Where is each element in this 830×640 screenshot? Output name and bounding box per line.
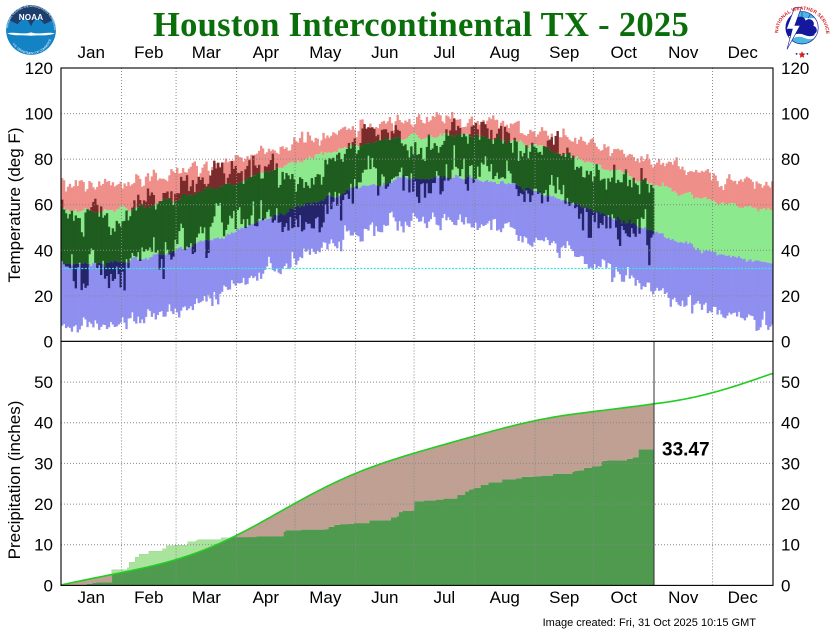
- svg-text:33.47: 33.47: [662, 439, 710, 460]
- svg-text:120: 120: [25, 59, 53, 78]
- svg-text:10: 10: [34, 536, 53, 555]
- svg-text:100: 100: [25, 105, 53, 124]
- svg-text:40: 40: [34, 414, 53, 433]
- svg-text:80: 80: [34, 150, 53, 169]
- svg-text:30: 30: [781, 454, 800, 473]
- svg-text:0: 0: [44, 332, 53, 351]
- svg-text:20: 20: [34, 287, 53, 306]
- svg-text:20: 20: [34, 495, 53, 514]
- svg-text:Sep: Sep: [549, 43, 579, 62]
- svg-text:Jul: Jul: [433, 588, 455, 607]
- svg-text:Dec: Dec: [728, 43, 759, 62]
- svg-text:Jan: Jan: [78, 588, 105, 607]
- svg-text:Feb: Feb: [134, 588, 163, 607]
- svg-text:0: 0: [44, 576, 53, 595]
- svg-text:50: 50: [781, 373, 800, 392]
- svg-text:Sep: Sep: [549, 588, 579, 607]
- svg-text:Aug: Aug: [490, 43, 520, 62]
- svg-text:80: 80: [781, 150, 800, 169]
- svg-text:60: 60: [781, 196, 800, 215]
- svg-text:May: May: [309, 588, 342, 607]
- svg-text:20: 20: [781, 287, 800, 306]
- svg-text:Oct: Oct: [611, 43, 638, 62]
- svg-text:40: 40: [781, 241, 800, 260]
- svg-text:40: 40: [781, 414, 800, 433]
- svg-text:Mar: Mar: [192, 588, 222, 607]
- svg-text:Oct: Oct: [611, 588, 638, 607]
- svg-text:0: 0: [781, 332, 790, 351]
- svg-text:Jun: Jun: [371, 588, 398, 607]
- svg-text:Feb: Feb: [134, 43, 163, 62]
- svg-text:Mar: Mar: [192, 43, 222, 62]
- svg-text:Dec: Dec: [728, 588, 759, 607]
- svg-text:Nov: Nov: [668, 43, 699, 62]
- svg-text:40: 40: [34, 241, 53, 260]
- svg-text:May: May: [309, 43, 342, 62]
- svg-text:120: 120: [781, 59, 809, 78]
- svg-text:0: 0: [781, 576, 790, 595]
- svg-text:Aug: Aug: [490, 588, 520, 607]
- svg-text:Apr: Apr: [253, 588, 280, 607]
- svg-text:50: 50: [34, 373, 53, 392]
- svg-text:Jul: Jul: [433, 43, 455, 62]
- svg-text:20: 20: [781, 495, 800, 514]
- svg-text:Precipitation (inches): Precipitation (inches): [5, 401, 24, 560]
- svg-text:30: 30: [34, 454, 53, 473]
- svg-text:Jun: Jun: [371, 43, 398, 62]
- svg-text:100: 100: [781, 105, 809, 124]
- svg-text:NOAA: NOAA: [19, 13, 44, 22]
- svg-text:Temperature (deg F): Temperature (deg F): [5, 128, 24, 283]
- svg-text:Jan: Jan: [78, 43, 105, 62]
- svg-text:10: 10: [781, 536, 800, 555]
- svg-text:Nov: Nov: [668, 588, 699, 607]
- svg-text:Apr: Apr: [253, 43, 280, 62]
- svg-text:60: 60: [34, 196, 53, 215]
